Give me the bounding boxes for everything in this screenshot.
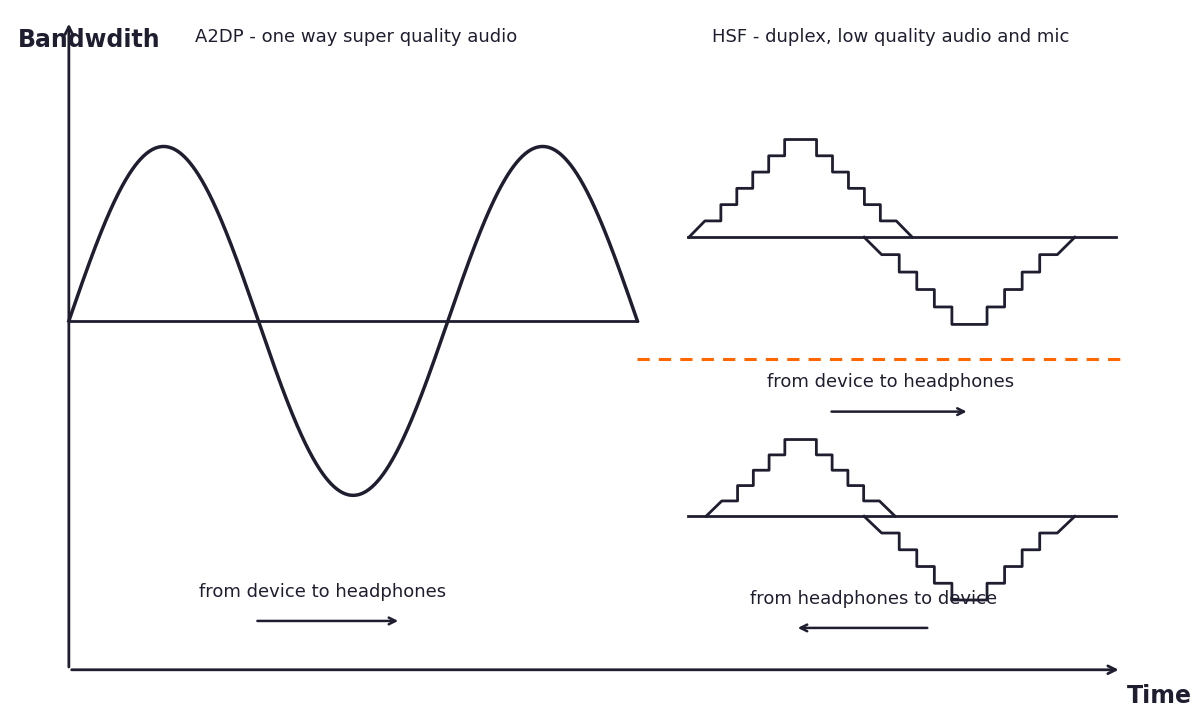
Text: HSF - duplex, low quality audio and mic: HSF - duplex, low quality audio and mic <box>712 28 1069 46</box>
Text: from headphones to device: from headphones to device <box>750 590 997 608</box>
Text: from device to headphones: from device to headphones <box>198 582 445 600</box>
Text: A2DP - one way super quality audio: A2DP - one way super quality audio <box>194 28 517 46</box>
Text: Time: Time <box>1127 684 1192 707</box>
Text: Bandwdith: Bandwdith <box>18 28 161 52</box>
Text: from device to headphones: from device to headphones <box>767 373 1014 391</box>
